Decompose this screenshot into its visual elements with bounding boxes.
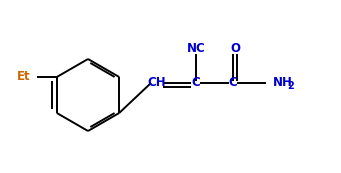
Text: Et: Et xyxy=(17,71,31,84)
Text: O: O xyxy=(230,42,240,54)
Text: CH: CH xyxy=(148,76,166,89)
Text: NH: NH xyxy=(273,76,293,89)
Text: NC: NC xyxy=(187,42,205,54)
Text: 2: 2 xyxy=(287,81,294,91)
Text: C: C xyxy=(228,76,237,89)
Text: C: C xyxy=(192,76,201,89)
